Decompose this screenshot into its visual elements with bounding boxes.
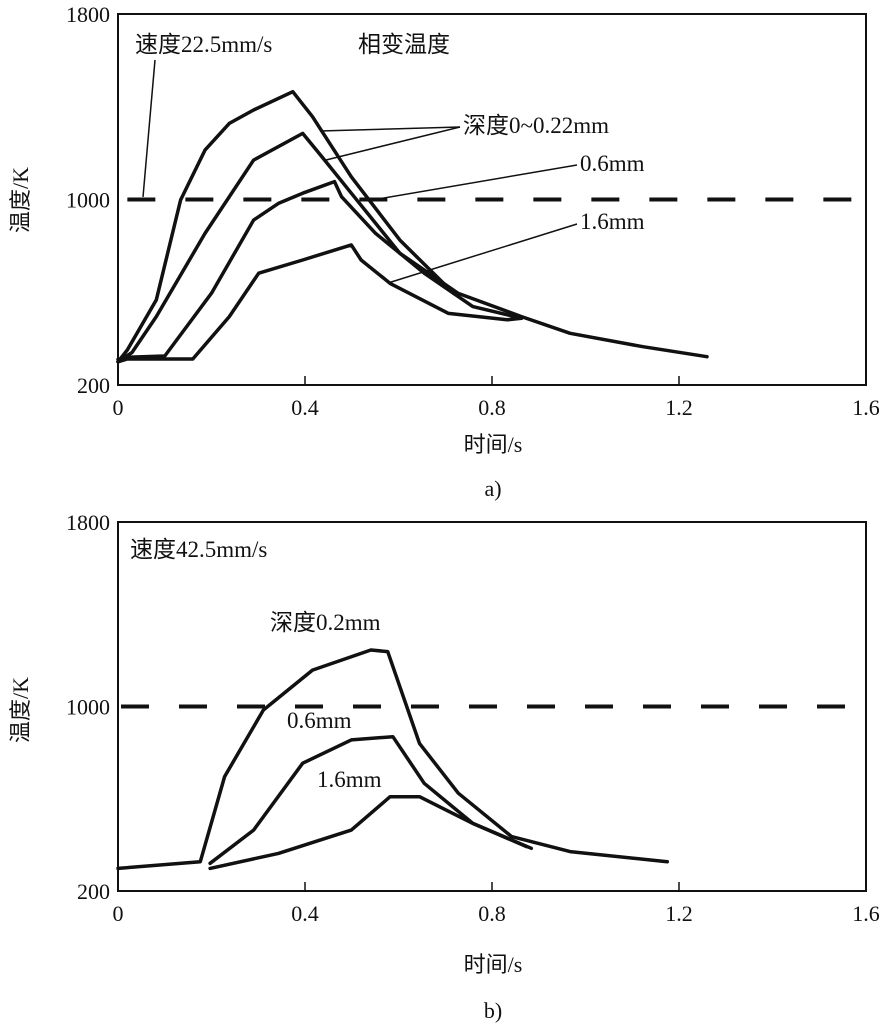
leader-line-a0: [319, 126, 461, 132]
series-line-a-2: [116, 179, 524, 362]
x-axis-label-a: 时间/s: [464, 432, 523, 457]
x-tick-label: 0.4: [291, 901, 319, 926]
x-tick-label: 1.6: [852, 395, 880, 420]
x-tick-label: 1.2: [665, 901, 693, 926]
series-line-b-1: [208, 734, 534, 866]
series-line-b-2: [208, 794, 529, 871]
y-tick-label: 200: [77, 879, 110, 904]
y-tick-label: 1800: [66, 510, 110, 535]
leader-line-a0b: [325, 126, 461, 161]
y-tick-label: 1800: [66, 2, 110, 27]
leader-line-a2: [387, 223, 578, 284]
x-tick-label: 0.8: [478, 901, 506, 926]
series-label-a-1: 0.6mm: [580, 151, 645, 176]
speed-annotation-a: 速度22.5mm/s: [135, 32, 272, 57]
threshold-label: 相变温度: [358, 32, 450, 57]
series-label-b-2: 1.6mm: [317, 767, 382, 792]
series-label-b-0: 深度0.2mm: [270, 610, 381, 635]
x-tick-label: 0: [113, 395, 124, 420]
y-axis-label-b: 温度/K: [8, 677, 33, 743]
x-tick-label: 1.2: [665, 395, 693, 420]
x-axis-label-b: 时间/s: [464, 952, 523, 977]
series-line-b-0: [116, 648, 670, 871]
y-axis-label-a: 温度/K: [8, 167, 33, 233]
chart-a: 速度22.5mm/s 相变温度 深度0~0.22mm 0.6mm 1.6mm 时…: [8, 32, 645, 501]
series-label-a-0: 深度0~0.22mm: [463, 113, 609, 138]
x-tick-label: 0.8: [478, 395, 506, 420]
y-tick-label: 200: [77, 373, 110, 398]
series-line-a-1: [116, 131, 709, 364]
caption-b: b): [484, 998, 502, 1023]
x-tick-label: 1.6: [852, 901, 880, 926]
series-line-a-0: [116, 89, 456, 364]
leader-line-threshold: [142, 59, 156, 198]
series-label-b-1: 0.6mm: [287, 708, 352, 733]
series-label-a-2: 1.6mm: [580, 209, 645, 234]
y-tick-label: 1000: [66, 188, 110, 213]
x-tick-label: 0.4: [291, 395, 319, 420]
caption-a: a): [484, 476, 501, 501]
leader-line-a1: [371, 164, 578, 201]
chart-b: 速度42.5mm/s 深度0.2mm 0.6mm 1.6mm 时间/s 温度/K…: [8, 537, 522, 1023]
series-line-a-3: [116, 243, 524, 364]
y-tick-label: 1000: [66, 695, 110, 720]
x-tick-label: 0: [113, 901, 124, 926]
speed-annotation-b: 速度42.5mm/s: [130, 537, 267, 562]
